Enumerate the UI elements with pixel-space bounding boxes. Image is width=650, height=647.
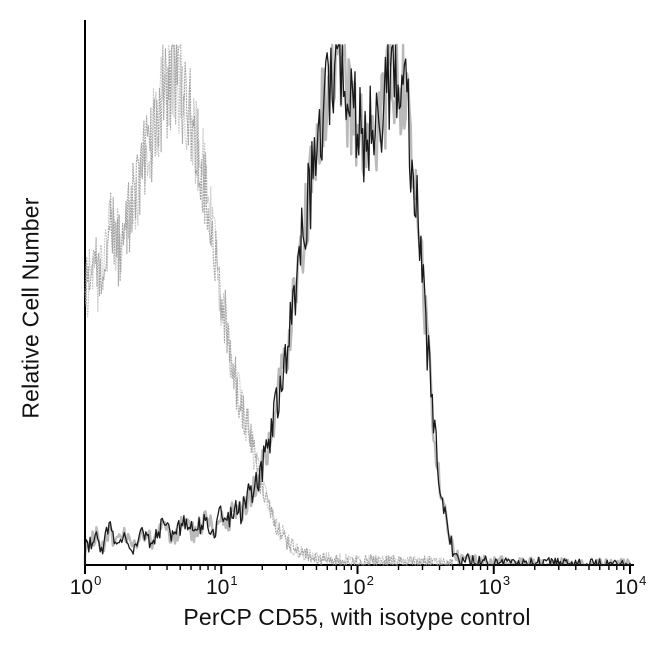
x-axis-label: PerCP CD55, with isotype control bbox=[183, 604, 531, 630]
y-axis-label: Relative Cell Number bbox=[17, 197, 44, 419]
percp-cd55-trace bbox=[84, 44, 631, 566]
isotype-control-trace bbox=[84, 44, 454, 566]
isotype-control-trace bbox=[84, 44, 454, 566]
